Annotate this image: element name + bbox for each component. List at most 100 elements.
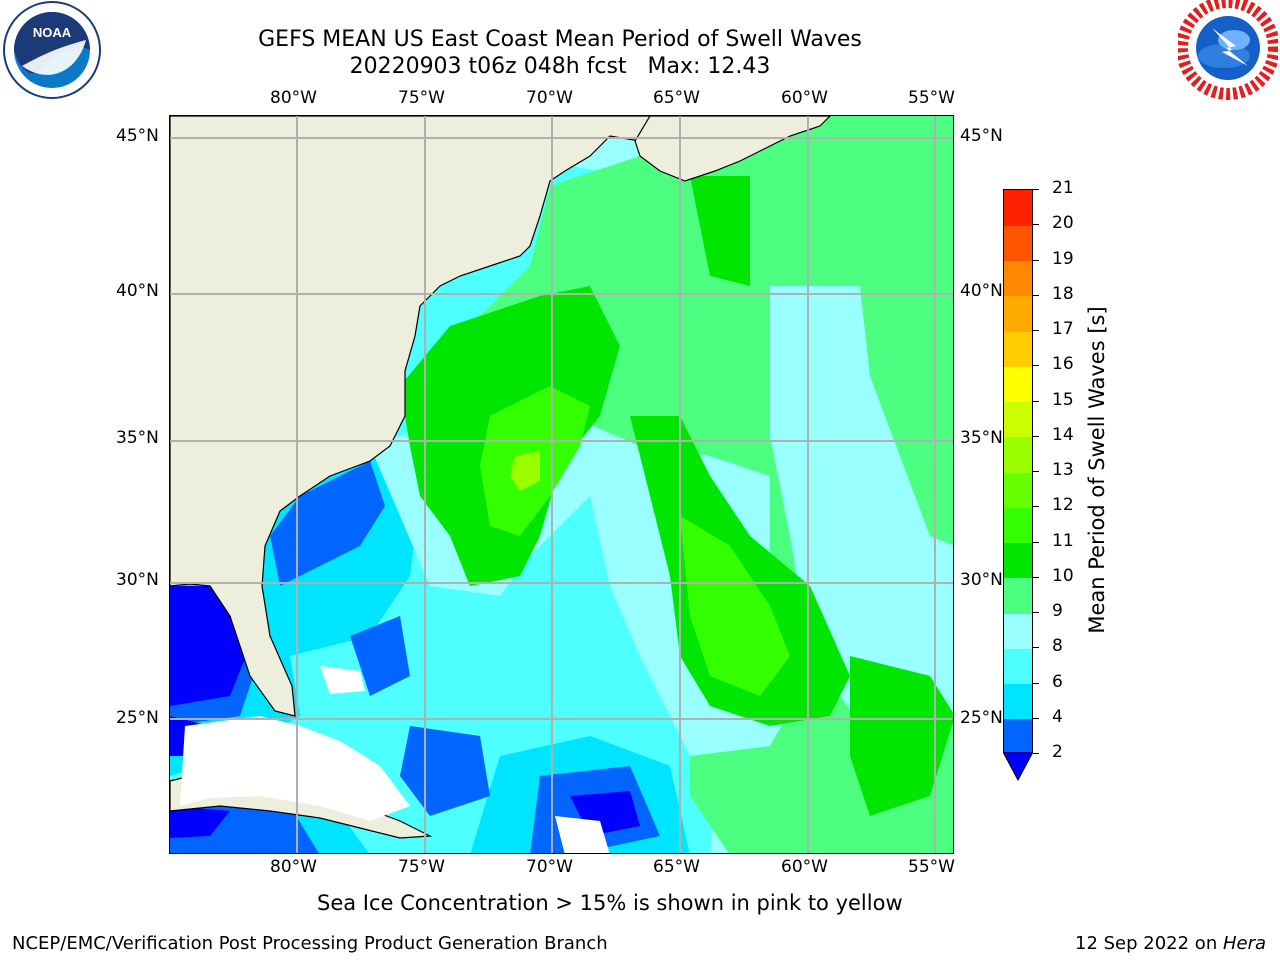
contour-2-4 <box>270 461 385 586</box>
colorbar-title: Mean Period of Swell Waves [s] <box>1085 306 1109 634</box>
colorbar-segment <box>1004 295 1032 332</box>
colorbar-tick <box>1033 259 1039 261</box>
lat-label-left: 35°N <box>116 428 159 448</box>
lat-label-left: 40°N <box>116 281 159 301</box>
colorbar-tick-label: 2 <box>1052 742 1063 762</box>
colorbar-segment <box>1004 718 1032 755</box>
colorbar-segment <box>1004 401 1032 438</box>
colorbar-tick-label: 11 <box>1052 530 1074 551</box>
colorbar-tick-label: 17 <box>1052 319 1074 339</box>
colorbar-segment <box>1004 190 1032 226</box>
colorbar-tick <box>1033 294 1039 296</box>
colorbar-under-arrow <box>1003 752 1033 782</box>
colorbar-tick <box>1033 189 1039 190</box>
map-panel <box>169 115 954 854</box>
contour-10-11 <box>850 656 953 816</box>
lat-label-left: 25°N <box>116 708 159 728</box>
colorbar-tick-label: 15 <box>1052 389 1074 410</box>
colorbar-tick <box>1033 400 1039 402</box>
colorbar-tick-label: 16 <box>1052 354 1074 375</box>
colorbar-tick <box>1033 753 1039 754</box>
colorbar-tick <box>1033 647 1039 649</box>
date-text: 12 Sep 2022 on Hera <box>1075 933 1266 954</box>
machine-label: Hera <box>1222 933 1266 954</box>
colorbar-tick-label: 8 <box>1052 636 1063 657</box>
lon-label-bottom: 70°W <box>526 857 573 877</box>
colorbar-tick-label: 6 <box>1052 671 1063 692</box>
colorbar-tick-label: 10 <box>1052 565 1074 586</box>
credit-text: NCEP/EMC/Verification Post Processing Pr… <box>12 933 608 954</box>
colorbar-tick-label: 20 <box>1052 213 1074 234</box>
masked-area <box>555 816 610 853</box>
colorbar-segment <box>1004 542 1032 579</box>
colorbar-tick-label: 19 <box>1052 248 1074 269</box>
masked-area <box>320 666 365 694</box>
contour-2-4 <box>350 616 410 696</box>
lat-label-right: 30°N <box>960 570 1003 590</box>
colorbar-tick <box>1033 224 1039 226</box>
colorbar-segment <box>1004 472 1032 508</box>
colorbar-tick <box>1033 471 1039 472</box>
colorbar-segment <box>1004 436 1032 473</box>
colorbar-tick <box>1033 717 1039 719</box>
colorbar-tick-label: 18 <box>1052 283 1074 304</box>
swell-period-map <box>170 116 953 853</box>
colorbar-tick <box>1033 576 1039 578</box>
lon-label-bottom: 75°W <box>398 857 445 877</box>
national-weather-service-logo-icon <box>1178 0 1278 100</box>
lon-label-bottom: 55°W <box>908 857 955 877</box>
contour-12-13 <box>510 451 540 491</box>
lat-label-right: 25°N <box>960 708 1003 728</box>
masked-area <box>180 716 410 821</box>
lon-label-bottom: 65°W <box>653 857 700 877</box>
lon-label-top: 80°W <box>270 88 317 108</box>
noaa-logo-icon: NOAA <box>3 1 101 99</box>
colorbar-segment <box>1004 683 1032 720</box>
colorbar-tick-label: 12 <box>1052 495 1074 516</box>
colorbar-tick <box>1033 541 1039 543</box>
colorbar-segment <box>1004 648 1032 684</box>
gridlines <box>170 116 953 853</box>
land-nova-scotia <box>634 116 831 182</box>
colorbar-segment <box>1004 507 1032 543</box>
colorbar-segment <box>1004 225 1032 261</box>
contour-under-2 <box>170 806 230 838</box>
sea-ice-note: Sea Ice Concentration > 15% is shown in … <box>317 891 903 915</box>
colorbar <box>1003 189 1033 755</box>
contour-2-4 <box>400 726 490 816</box>
lon-label-top: 65°W <box>653 88 700 108</box>
lon-label-bottom: 60°W <box>781 857 828 877</box>
colorbar-tick-label: 21 <box>1052 178 1074 198</box>
colorbar-segment <box>1004 577 1032 614</box>
colorbar-segment <box>1004 366 1032 402</box>
lon-label-top: 70°W <box>526 88 573 108</box>
contour-10-11 <box>690 176 750 286</box>
colorbar-tick <box>1033 612 1039 613</box>
lat-label-right: 45°N <box>960 126 1003 146</box>
chart-title: GEFS MEAN US East Coast Mean Period of S… <box>258 27 862 52</box>
colorbar-tick-label: 13 <box>1052 460 1074 480</box>
colorbar-tick <box>1033 435 1039 437</box>
lon-label-top: 60°W <box>781 88 828 108</box>
colorbar-tick-label: 14 <box>1052 424 1074 445</box>
colorbar-tick <box>1033 365 1039 367</box>
noaa-logo-text: NOAA <box>33 25 72 40</box>
colorbar-tick <box>1033 682 1039 684</box>
lon-label-bottom: 80°W <box>270 857 317 877</box>
lat-label-right: 35°N <box>960 428 1003 448</box>
land-us-east-coast <box>170 116 651 717</box>
colorbar-tick <box>1033 506 1039 508</box>
lon-label-top: 55°W <box>908 88 955 108</box>
colorbar-tick-label: 9 <box>1052 601 1063 621</box>
colorbar-segment <box>1004 613 1032 649</box>
colorbar-tick-label: 4 <box>1052 706 1063 727</box>
lat-label-right: 40°N <box>960 281 1003 301</box>
contour-11-12 <box>680 516 790 696</box>
colorbar-tick <box>1033 330 1039 331</box>
colorbar-segment <box>1004 260 1032 297</box>
lat-label-left: 45°N <box>116 126 159 146</box>
lon-label-top: 75°W <box>398 88 445 108</box>
colorbar-segment <box>1004 331 1032 367</box>
lat-label-left: 30°N <box>116 570 159 590</box>
date-label: 12 Sep 2022 on <box>1075 933 1223 954</box>
